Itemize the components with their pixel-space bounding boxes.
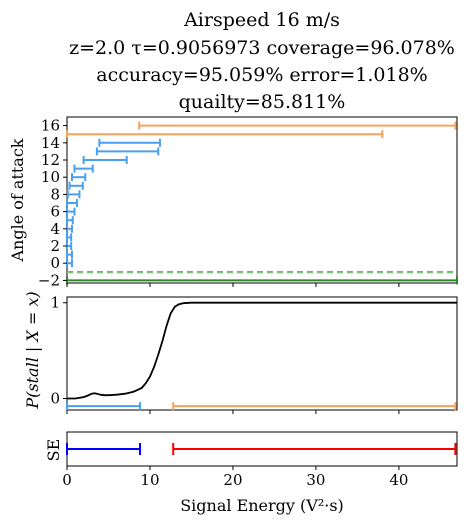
se-panel: 0 10 20 30 40 (62, 431, 458, 489)
aoa-ytick-label-6: 10 (41, 168, 60, 186)
xtick-label-0: 0 (62, 471, 72, 489)
prob-ytick-label-1: 1 (50, 294, 60, 312)
aoa-ylabel: Angle of attack (8, 138, 27, 262)
prob-ytick-label-0: 0 (50, 390, 60, 408)
title-line-2: z=2.0 τ=0.9056973 coverage=96.078% (69, 37, 455, 59)
aoa-ytick-label-0: −2 (38, 271, 60, 289)
stall-probability-curve (67, 301, 457, 400)
xtick-label-2: 20 (223, 471, 242, 489)
se-ylabel: SE (44, 439, 63, 462)
title-line-3: accuracy=95.059% error=1.018% (96, 64, 427, 86)
probability-panel: 01 (50, 294, 458, 414)
aoa-ytick-label-5: 8 (50, 185, 60, 203)
title-line-1: Airspeed 16 m/s (183, 9, 340, 31)
aoa-ytick-label-2: 2 (50, 237, 60, 255)
aoa-ytick-label-4: 6 (50, 203, 60, 221)
aoa-ytick-label-7: 12 (41, 151, 60, 169)
xtick-label-4: 40 (389, 471, 408, 489)
xtick-label-3: 30 (306, 471, 325, 489)
x-axis-label: Signal Energy (V²·s) (180, 496, 344, 515)
title-line-4: quailty=85.811% (179, 91, 346, 113)
prob-plot-frame (66, 296, 458, 411)
aoa-ytick-label-3: 4 (50, 220, 60, 238)
prob-ylabel: P(stall | X = x) (23, 291, 42, 409)
aoa-ytick-label-9: 16 (41, 117, 60, 135)
aoa-ytick-label-8: 14 (41, 134, 60, 152)
xtick-label-1: 10 (140, 471, 159, 489)
aoa-ytick-label-1: 0 (50, 254, 60, 272)
